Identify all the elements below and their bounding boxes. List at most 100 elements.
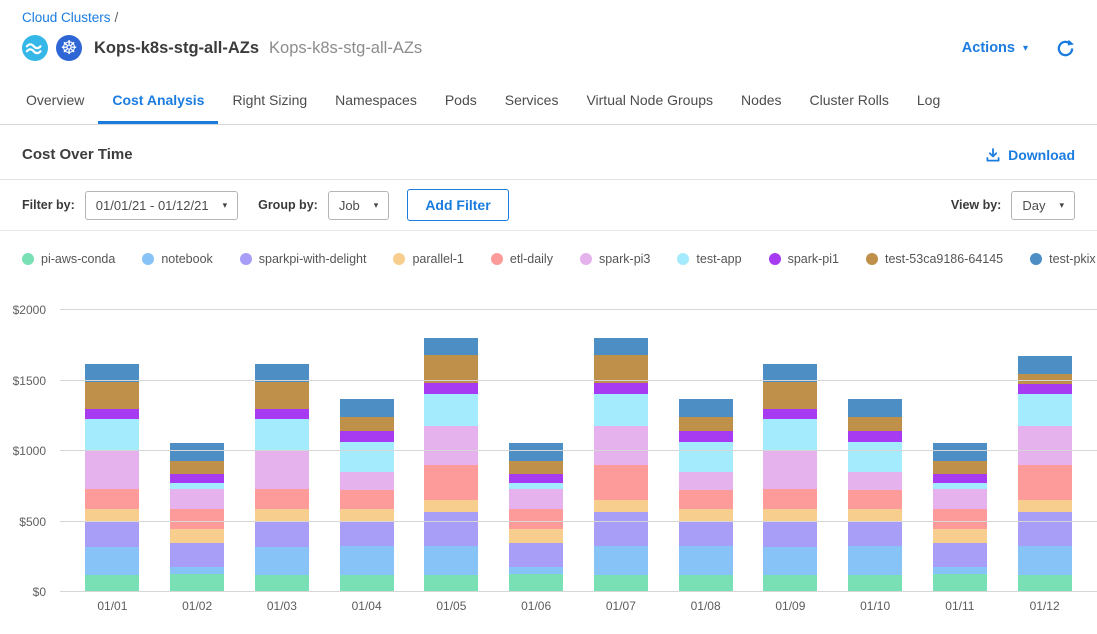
download-button[interactable]: Download bbox=[985, 147, 1075, 163]
bar-segment-test-pkix[interactable] bbox=[933, 443, 987, 461]
bar-segment-test-app[interactable] bbox=[763, 419, 817, 451]
bar-segment-etl-daily[interactable] bbox=[679, 490, 733, 509]
add-filter-button[interactable]: Add Filter bbox=[407, 189, 508, 221]
bar-segment-pi-aws-conda[interactable] bbox=[933, 574, 987, 592]
bar-segment-pi-aws-conda[interactable] bbox=[509, 574, 563, 592]
bar-segment-spark-pi1[interactable] bbox=[85, 409, 139, 419]
bar-segment-test-53ca9186-64145[interactable] bbox=[85, 382, 139, 410]
tab-cost-analysis[interactable]: Cost Analysis bbox=[98, 73, 218, 124]
bar-segment-test-app[interactable] bbox=[679, 442, 733, 472]
bar-segment-test-pkix[interactable] bbox=[170, 443, 224, 461]
bar-segment-test-pkix[interactable] bbox=[424, 338, 478, 355]
bar-segment-pi-aws-conda[interactable] bbox=[170, 574, 224, 592]
bar-segment-spark-pi1[interactable] bbox=[933, 474, 987, 483]
bar-segment-sparkpi-with-delight[interactable] bbox=[1018, 512, 1072, 546]
actions-button[interactable]: Actions ▾ bbox=[962, 40, 1028, 56]
bar-segment-test-pkix[interactable] bbox=[679, 399, 733, 417]
bar-segment-pi-aws-conda[interactable] bbox=[340, 575, 394, 592]
bar-segment-spark-pi3[interactable] bbox=[85, 451, 139, 489]
bar-segment-spark-pi1[interactable] bbox=[509, 474, 563, 483]
bar-segment-spark-pi3[interactable] bbox=[933, 489, 987, 509]
bar-segment-etl-daily[interactable] bbox=[594, 465, 648, 500]
bar-segment-notebook[interactable] bbox=[933, 567, 987, 574]
bar-segment-notebook[interactable] bbox=[594, 546, 648, 575]
group-by-dropdown[interactable]: Job ▾ bbox=[328, 191, 390, 220]
bar-segment-pi-aws-conda[interactable] bbox=[1018, 575, 1072, 592]
bar-stack-01-08[interactable] bbox=[679, 399, 733, 592]
bar-segment-spark-pi3[interactable] bbox=[340, 472, 394, 490]
bar-segment-pi-aws-conda[interactable] bbox=[594, 575, 648, 592]
bar-stack-01-09[interactable] bbox=[763, 364, 817, 592]
legend-item-spark-pi1[interactable]: spark-pi1 bbox=[769, 252, 839, 266]
bar-segment-parallel-1[interactable] bbox=[170, 529, 224, 544]
bar-segment-pi-aws-conda[interactable] bbox=[679, 575, 733, 592]
bar-segment-sparkpi-with-delight[interactable] bbox=[340, 521, 394, 546]
bar-segment-spark-pi1[interactable] bbox=[424, 383, 478, 394]
bar-segment-sparkpi-with-delight[interactable] bbox=[424, 512, 478, 546]
bar-segment-parallel-1[interactable] bbox=[424, 500, 478, 513]
bar-segment-spark-pi1[interactable] bbox=[1018, 384, 1072, 394]
bar-stack-01-10[interactable] bbox=[848, 399, 902, 592]
bar-segment-test-app[interactable] bbox=[848, 442, 902, 472]
bar-segment-notebook[interactable] bbox=[848, 546, 902, 575]
bar-segment-etl-daily[interactable] bbox=[848, 490, 902, 509]
bar-segment-etl-daily[interactable] bbox=[170, 509, 224, 529]
bar-segment-parallel-1[interactable] bbox=[594, 500, 648, 513]
bar-segment-test-53ca9186-64145[interactable] bbox=[763, 382, 817, 410]
bar-segment-test-pkix[interactable] bbox=[1018, 356, 1072, 374]
bar-segment-test-53ca9186-64145[interactable] bbox=[255, 382, 309, 410]
bar-segment-parallel-1[interactable] bbox=[933, 529, 987, 544]
tab-log[interactable]: Log bbox=[903, 73, 954, 124]
bar-segment-sparkpi-with-delight[interactable] bbox=[170, 543, 224, 567]
bar-segment-parallel-1[interactable] bbox=[509, 529, 563, 544]
bar-segment-parallel-1[interactable] bbox=[679, 509, 733, 521]
legend-item-test-pkix[interactable]: test-pkix bbox=[1030, 252, 1096, 266]
legend-item-test-app[interactable]: test-app bbox=[677, 252, 741, 266]
bar-segment-parallel-1[interactable] bbox=[848, 509, 902, 521]
bar-segment-test-app[interactable] bbox=[1018, 394, 1072, 426]
bar-segment-sparkpi-with-delight[interactable] bbox=[763, 522, 817, 547]
legend-item-notebook[interactable]: notebook bbox=[142, 252, 212, 266]
bar-segment-pi-aws-conda[interactable] bbox=[848, 575, 902, 592]
bar-stack-01-05[interactable] bbox=[424, 338, 478, 592]
bar-segment-parallel-1[interactable] bbox=[340, 509, 394, 521]
bar-segment-test-53ca9186-64145[interactable] bbox=[848, 417, 902, 431]
legend-item-parallel-1[interactable]: parallel-1 bbox=[393, 252, 463, 266]
bar-segment-notebook[interactable] bbox=[424, 546, 478, 575]
bar-segment-spark-pi1[interactable] bbox=[170, 474, 224, 483]
bar-segment-etl-daily[interactable] bbox=[424, 465, 478, 500]
breadcrumb-link-cloud-clusters[interactable]: Cloud Clusters bbox=[22, 10, 111, 25]
bar-stack-01-06[interactable] bbox=[509, 443, 563, 592]
bar-segment-test-pkix[interactable] bbox=[340, 399, 394, 417]
tab-virtual-node-groups[interactable]: Virtual Node Groups bbox=[572, 73, 727, 124]
bar-segment-spark-pi1[interactable] bbox=[848, 431, 902, 442]
bar-segment-test-pkix[interactable] bbox=[848, 399, 902, 417]
bar-segment-notebook[interactable] bbox=[679, 546, 733, 575]
bar-stack-01-07[interactable] bbox=[594, 338, 648, 592]
legend-item-sparkpi-with-delight[interactable]: sparkpi-with-delight bbox=[240, 252, 367, 266]
bar-segment-notebook[interactable] bbox=[340, 546, 394, 575]
bar-segment-test-app[interactable] bbox=[255, 419, 309, 451]
bar-segment-sparkpi-with-delight[interactable] bbox=[848, 521, 902, 546]
bar-segment-spark-pi1[interactable] bbox=[594, 383, 648, 394]
bar-segment-pi-aws-conda[interactable] bbox=[255, 575, 309, 592]
bar-segment-spark-pi3[interactable] bbox=[1018, 426, 1072, 465]
bar-segment-test-53ca9186-64145[interactable] bbox=[679, 417, 733, 431]
bar-segment-test-app[interactable] bbox=[85, 419, 139, 451]
tab-overview[interactable]: Overview bbox=[12, 73, 98, 124]
bar-stack-01-03[interactable] bbox=[255, 364, 309, 592]
bar-segment-etl-daily[interactable] bbox=[85, 489, 139, 509]
bar-segment-test-53ca9186-64145[interactable] bbox=[340, 417, 394, 431]
view-by-dropdown[interactable]: Day ▾ bbox=[1011, 191, 1075, 220]
legend-item-etl-daily[interactable]: etl-daily bbox=[491, 252, 553, 266]
bar-segment-test-app[interactable] bbox=[424, 394, 478, 426]
bar-segment-sparkpi-with-delight[interactable] bbox=[255, 522, 309, 547]
bar-segment-test-pkix[interactable] bbox=[594, 338, 648, 355]
bar-segment-etl-daily[interactable] bbox=[509, 509, 563, 529]
bar-segment-sparkpi-with-delight[interactable] bbox=[933, 543, 987, 567]
bar-segment-spark-pi3[interactable] bbox=[763, 451, 817, 489]
tab-namespaces[interactable]: Namespaces bbox=[321, 73, 431, 124]
bar-segment-spark-pi1[interactable] bbox=[763, 409, 817, 419]
bar-segment-test-pkix[interactable] bbox=[509, 443, 563, 461]
bar-segment-notebook[interactable] bbox=[170, 567, 224, 574]
